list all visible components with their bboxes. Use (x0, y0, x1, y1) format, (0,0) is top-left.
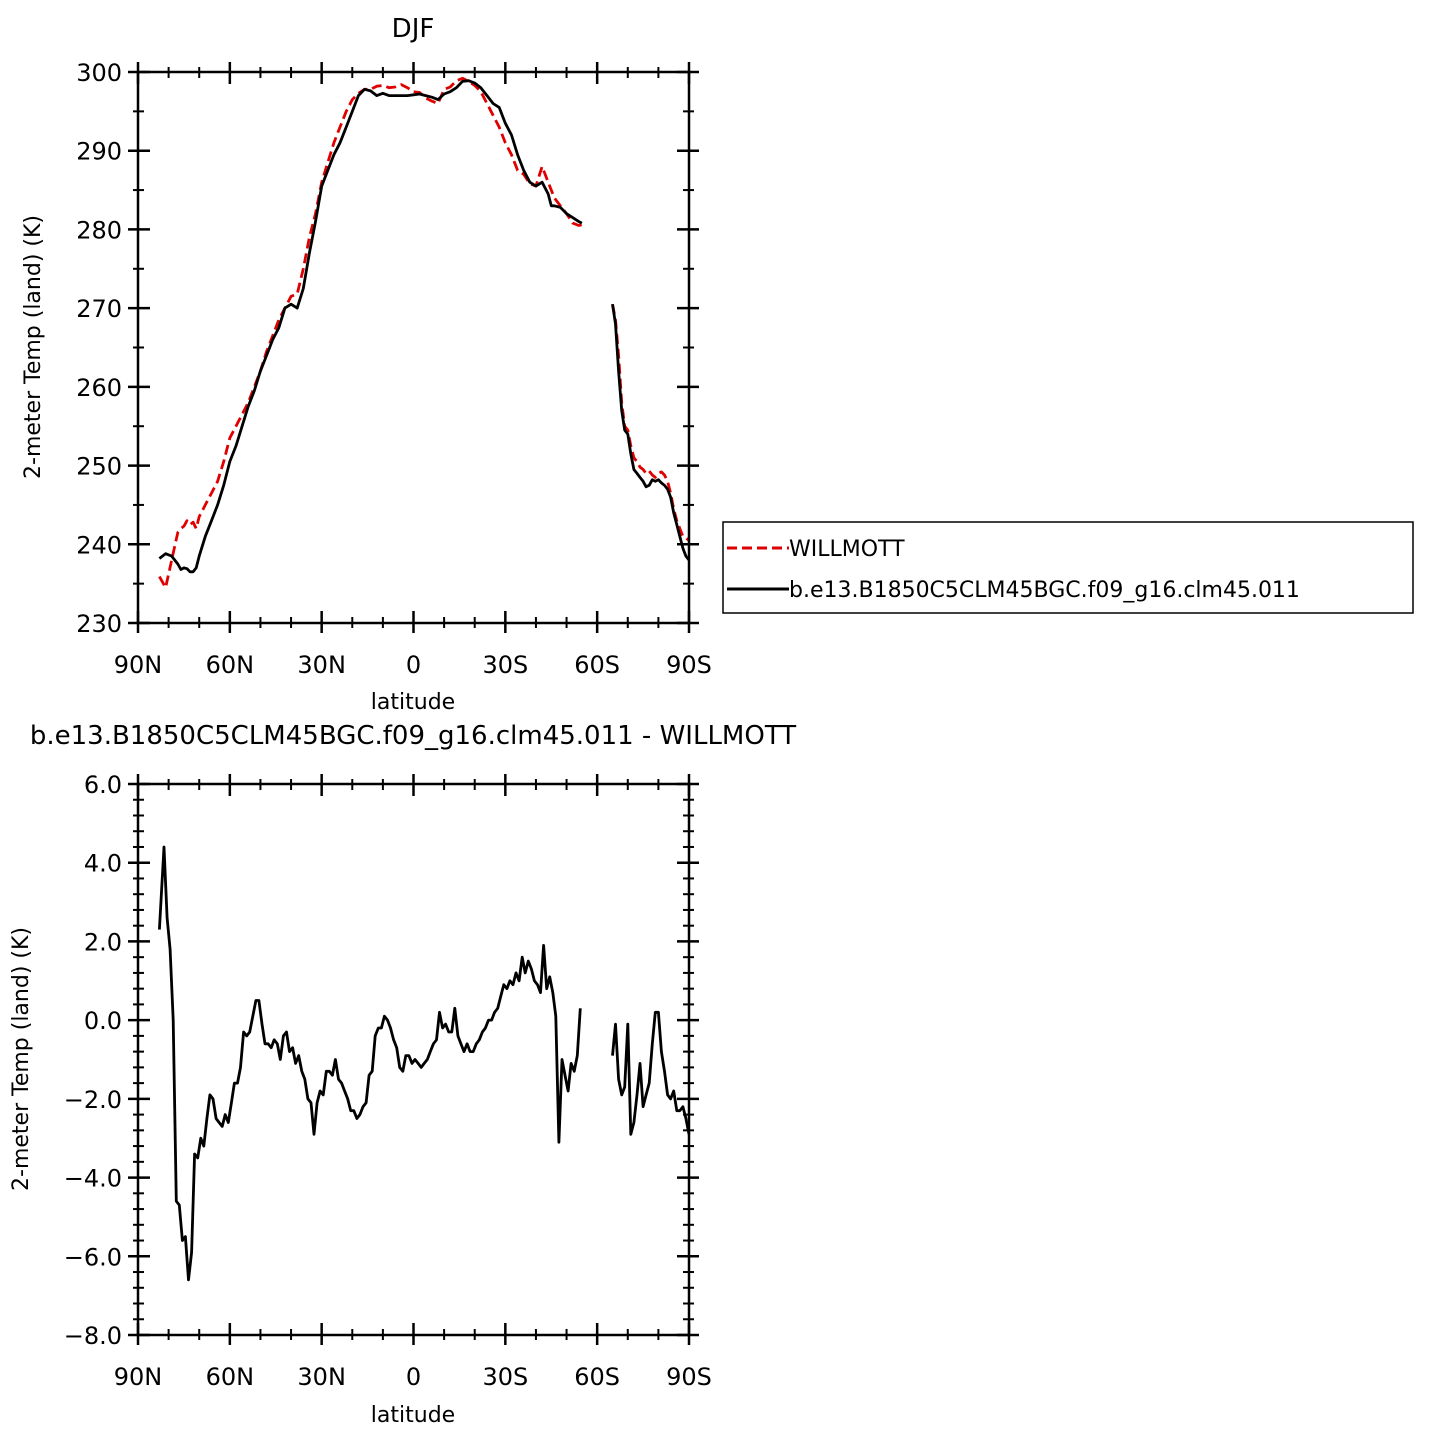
y-tick-label: 250 (76, 453, 122, 481)
y-tick-label: −2.0 (64, 1086, 122, 1114)
y-tick-label: −4.0 (64, 1165, 122, 1193)
top-panel-xlabel: latitude (371, 690, 455, 715)
y-tick-label: 230 (76, 610, 122, 638)
x-tick-label: 30N (297, 651, 346, 679)
x-tick-label: 90N (114, 1363, 163, 1391)
y-tick-label: 4.0 (84, 850, 122, 878)
legend-label-model: b.e13.B1850C5CLM45BGC.f09_g16.clm45.011 (789, 578, 1300, 603)
bottom-panel: b.e13.B1850C5CLM45BGC.f09_g16.clm45.011 … (9, 721, 796, 1428)
x-tick-label: 90N (114, 651, 163, 679)
top-panel-ylabel: 2-meter Temp (land) (K) (21, 215, 46, 479)
top-panel-ticks: 90N 60N 30N 0 30S 60S 90S 230 240 250 260 270 280 290… (76, 59, 712, 679)
y-tick-label: 0.0 (84, 1007, 122, 1035)
x-tick-label: 30S (482, 1363, 528, 1391)
bottom-panel-frame (136, 782, 691, 1337)
y-tick-label: 6.0 (84, 771, 122, 799)
bottom-panel-ticks: 90N 60N 30N 0 30S 60S 90S 6.0 4.0 2.0 0.0 −2.0 −4.0 −… (64, 771, 712, 1391)
y-tick-label: 270 (76, 295, 122, 323)
y-tick-label: −6.0 (64, 1243, 122, 1271)
bottom-panel-series (158, 845, 691, 1282)
series-1-line-segment-1 (611, 303, 691, 561)
y-tick-label: 290 (76, 138, 122, 166)
bottom-panel-title: b.e13.B1850C5CLM45BGC.f09_g16.clm45.011 … (30, 721, 796, 751)
y-tick-label: 2.0 (84, 928, 122, 956)
y-tick-label: 300 (76, 59, 122, 87)
legend: WILLMOTT b.e13.B1850C5CLM45BGC.f09_g16.c… (722, 521, 1414, 614)
top-panel-frame (136, 70, 691, 625)
x-tick-label: 30S (482, 651, 528, 679)
x-tick-label: 60S (574, 1363, 620, 1391)
top-panel-series (158, 76, 691, 589)
y-tick-label: 240 (76, 531, 122, 559)
bottom-panel-xlabel: latitude (371, 1403, 455, 1428)
top-panel-title: DJF (392, 14, 435, 44)
y-tick-label: 260 (76, 374, 122, 402)
x-tick-label: 60N (206, 1363, 255, 1391)
y-tick-label: 280 (76, 216, 122, 244)
x-tick-label: 60S (574, 651, 620, 679)
x-tick-label: 0 (406, 651, 421, 679)
x-tick-label: 60N (206, 651, 255, 679)
legend-box (722, 521, 1414, 614)
series-1-line-segment-0 (158, 79, 583, 574)
x-tick-label: 90S (666, 1363, 712, 1391)
x-tick-label: 0 (406, 1363, 421, 1391)
series-0-line-segment-0 (158, 845, 582, 1282)
bottom-panel-ylabel: 2-meter Temp (land) (K) (9, 927, 34, 1191)
top-panel: DJF 90N 60N 30N 0 30S 60S 90S 230 240 250 260 270 28… (21, 14, 712, 715)
y-tick-label: −8.0 (64, 1322, 122, 1350)
legend-label-willmott: WILLMOTT (789, 537, 905, 562)
series-0-line-segment-1 (611, 1010, 691, 1136)
x-tick-label: 30N (297, 1363, 346, 1391)
x-tick-label: 90S (666, 651, 712, 679)
